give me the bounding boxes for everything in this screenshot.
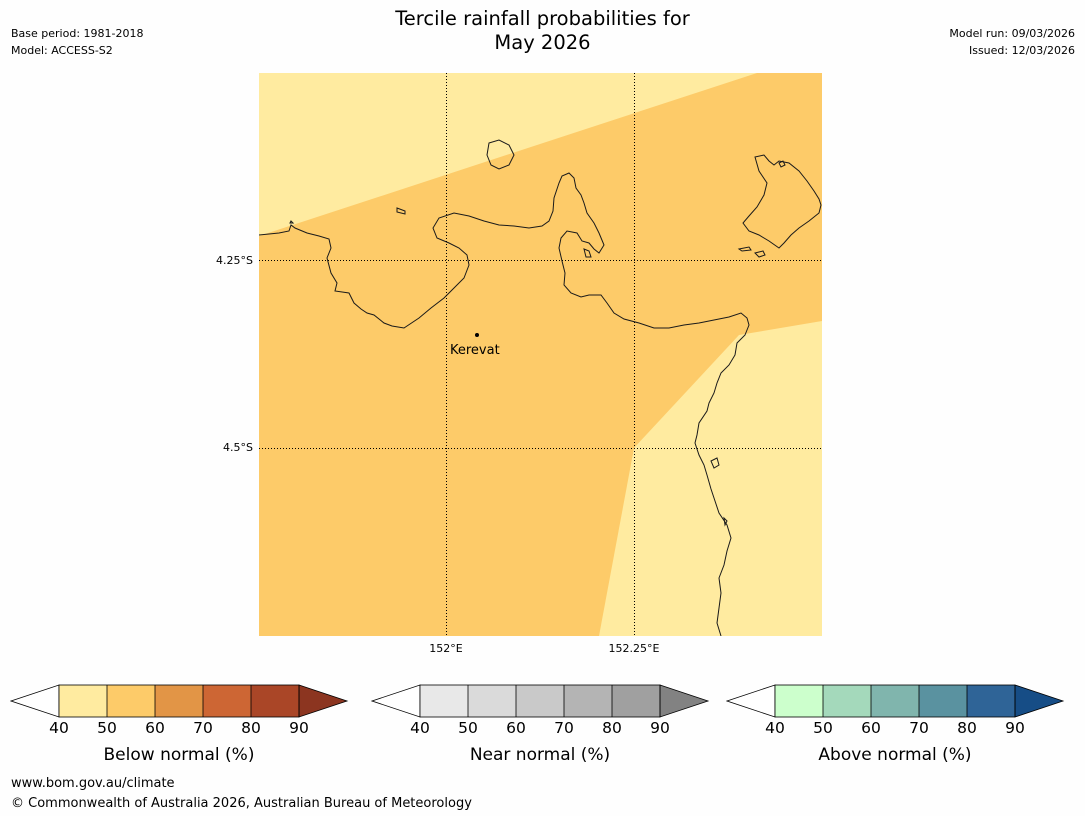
place-label-kerevat: Kerevat: [450, 343, 500, 358]
lon-label-152-25: 152.25°E: [608, 642, 660, 655]
colorbar-segment: [516, 685, 564, 717]
colorbar-segment: [967, 685, 1015, 717]
tick-label: 50: [813, 719, 833, 737]
tick-label: 80: [957, 719, 977, 737]
probability-zone-40-50-north: [259, 73, 757, 236]
footer-url: www.bom.gov.au/climate: [11, 776, 175, 791]
legend-title-near-normal: Near normal (%): [469, 745, 611, 765]
tick-label: 70: [554, 719, 574, 737]
colorbar-segment: [251, 685, 299, 717]
legend-title-below-normal: Below normal (%): [103, 745, 255, 765]
issued-text: Issued: 12/03/2026: [968, 44, 1075, 57]
lon-label-152: 152°E: [429, 642, 463, 655]
colorbar-segment: [468, 685, 516, 717]
tick-label: 60: [145, 719, 165, 737]
metadata-right: Model run: 09/03/2026 Issued: 12/03/2026: [949, 25, 1075, 59]
metadata-left: Base period: 1981-2018 Model: ACCESS-S2: [11, 25, 143, 59]
colorbar-above-normal: [726, 684, 1065, 718]
lat-label-4-25: 4.25°S: [216, 254, 253, 267]
title-line-2: May 2026: [494, 31, 591, 54]
tick-label: 90: [650, 719, 670, 737]
probability-zone-40-50-southeast: [599, 321, 822, 636]
base-period-text: Base period: 1981-2018: [11, 27, 144, 40]
probability-map: [259, 73, 822, 636]
colorbar-segment: [612, 685, 660, 717]
colorbar-over-triangle: [659, 684, 710, 718]
tick-label: 80: [602, 719, 622, 737]
tick-label: 70: [193, 719, 213, 737]
model-run-text: Model run: 09/03/2026: [949, 27, 1075, 40]
graticule: [259, 73, 822, 636]
colorbar-under-triangle: [726, 684, 776, 718]
colorbar-segment: [823, 685, 871, 717]
tick-label: 90: [1005, 719, 1025, 737]
colorbar-segment: [59, 685, 107, 717]
legend-title-above-normal: Above normal (%): [818, 745, 972, 765]
tick-label: 80: [241, 719, 261, 737]
colorbar-near-normal: [371, 684, 710, 718]
coastline: [259, 139, 822, 636]
tick-label: 40: [410, 719, 430, 737]
colorbar-segment: [203, 685, 251, 717]
map-title: Tercile rainfall probabilities for May 2…: [0, 7, 1085, 55]
colorbar-under-triangle: [10, 684, 60, 718]
tick-label: 50: [458, 719, 478, 737]
colorbar-under-triangle: [371, 684, 421, 718]
tick-label: 70: [909, 719, 929, 737]
footer-copyright: © Commonwealth of Australia 2026, Austra…: [11, 796, 472, 811]
map-panel: [259, 73, 822, 636]
title-line-1: Tercile rainfall probabilities for: [395, 7, 690, 30]
tick-label: 40: [765, 719, 785, 737]
colorbar-segment: [775, 685, 823, 717]
colorbar-segment: [420, 685, 468, 717]
tick-label: 50: [97, 719, 117, 737]
colorbar-segment: [919, 685, 967, 717]
colorbar-below-normal: [10, 684, 349, 718]
colorbar-segment: [871, 685, 919, 717]
colorbar-segment: [564, 685, 612, 717]
colorbar-segment: [155, 685, 203, 717]
colorbar-over-triangle: [1014, 684, 1065, 718]
tick-label: 60: [506, 719, 526, 737]
kerevat-marker: [475, 333, 479, 337]
colorbar-segment: [107, 685, 155, 717]
tick-label: 90: [289, 719, 309, 737]
model-text: Model: ACCESS-S2: [11, 44, 113, 57]
tick-label: 40: [49, 719, 69, 737]
lat-label-4-5: 4.5°S: [223, 441, 253, 454]
colorbar-over-triangle: [298, 684, 349, 718]
tick-label: 60: [861, 719, 881, 737]
